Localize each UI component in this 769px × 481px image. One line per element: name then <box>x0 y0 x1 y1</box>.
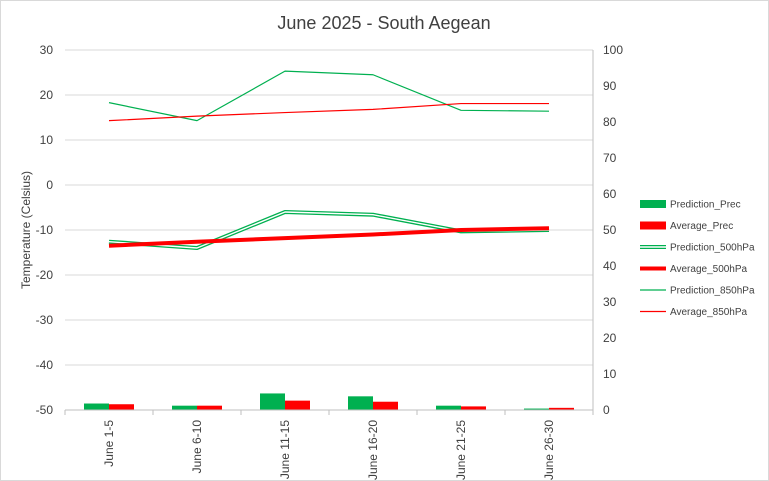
x-tick-label: June 1-5 <box>102 420 116 467</box>
legend-average-prec-swatch <box>640 221 666 230</box>
legend-prediction-500hpa-label: Prediction_500hPa <box>670 243 755 254</box>
x-tick-label: June 6-10 <box>190 420 204 474</box>
bar-prediction-prec <box>524 408 549 410</box>
y2-tick-label: 20 <box>603 331 617 345</box>
y-axis-label: Temperature (Celsius) <box>19 171 33 289</box>
y-tick-label: 30 <box>40 43 54 57</box>
legend-prediction-prec-swatch <box>640 200 666 208</box>
y-tick-label: -20 <box>36 268 54 282</box>
line-prediction-850hpa <box>108 70 550 122</box>
legend-average-500hpa-label: Average_500hPa <box>670 264 748 275</box>
bar-average-prec <box>373 401 398 410</box>
y-tick-label: 20 <box>40 88 54 102</box>
y2-tick-label: 70 <box>603 151 617 165</box>
legend-average-850hpa-label: Average_850hPa <box>670 307 748 318</box>
axes: 3020100-10-20-30-40-50100908070605040302… <box>36 43 624 480</box>
bar-prediction-prec <box>260 393 285 410</box>
y-tick-label: -40 <box>36 358 54 372</box>
line-average-850hpa <box>108 102 549 122</box>
bar-prediction-prec <box>172 405 197 410</box>
legend-average-prec-label: Average_Prec <box>670 221 733 232</box>
bar-average-prec <box>109 404 134 410</box>
bar-average-prec <box>549 407 574 410</box>
y-tick-label: -50 <box>36 403 54 417</box>
bar-average-prec <box>461 406 486 410</box>
y2-tick-label: 50 <box>603 223 617 237</box>
y2-tick-label: 100 <box>603 43 623 57</box>
y2-tick-label: 40 <box>603 259 617 273</box>
y-tick-label: -30 <box>36 313 54 327</box>
bar-prediction-prec <box>348 396 373 410</box>
bar-average-prec <box>285 400 310 410</box>
y2-tick-label: 30 <box>603 295 617 309</box>
bar-prediction-prec <box>436 405 461 410</box>
legend-prediction-850hpa-label: Prediction_850hPa <box>670 286 755 297</box>
y2-tick-label: 0 <box>603 403 610 417</box>
legend: Prediction_Prec Average_Prec Prediction_50… <box>640 200 755 318</box>
legend-prediction-prec-label: Prediction_Prec <box>670 200 741 211</box>
line-average-500hpa <box>108 226 550 248</box>
bar-series <box>84 393 574 410</box>
x-tick-label: June 26-30 <box>542 420 556 480</box>
x-tick-label: June 16-20 <box>366 420 380 480</box>
x-tick-label: June 11-15 <box>278 420 292 479</box>
y2-tick-label: 80 <box>603 115 617 129</box>
chart-title: June 2025 - South Aegean <box>277 13 490 33</box>
x-tick-label: June 21-25 <box>454 420 468 480</box>
bar-prediction-prec <box>84 403 109 410</box>
y-tick-label: 10 <box>40 133 54 147</box>
y2-tick-label: 60 <box>603 187 617 201</box>
y2-tick-label: 90 <box>603 79 617 93</box>
y2-tick-label: 10 <box>603 367 617 381</box>
bar-average-prec <box>197 405 222 410</box>
y-tick-label: 0 <box>46 178 53 192</box>
y-tick-label: -10 <box>36 223 54 237</box>
line-series <box>108 70 550 250</box>
